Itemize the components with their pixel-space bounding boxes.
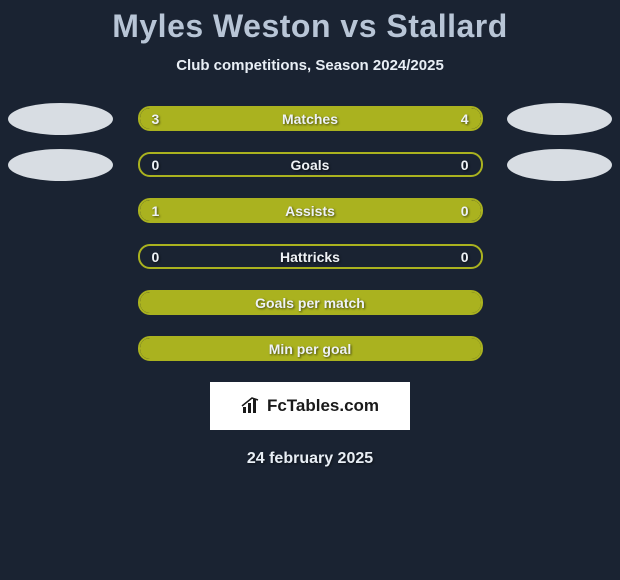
stat-rows: 34Matches 00Goals 10Assists 00Hattricks Goal… bbox=[0, 106, 620, 361]
logo-text: FcTables.com bbox=[267, 396, 379, 416]
player-left-marker bbox=[8, 149, 113, 181]
stat-row: Goals per match bbox=[0, 290, 620, 315]
stat-row: 00Hattricks bbox=[0, 244, 620, 269]
player-left-marker bbox=[8, 103, 113, 135]
stat-row: Min per goal bbox=[0, 336, 620, 361]
fctables-logo: FcTables.com bbox=[210, 382, 410, 430]
chart-icon bbox=[241, 397, 261, 415]
stat-bar: 00Hattricks bbox=[138, 244, 483, 269]
comparison-title: Myles Weston vs Stallard bbox=[0, 8, 620, 45]
stat-label: Goals bbox=[140, 157, 481, 173]
stat-bar: Min per goal bbox=[138, 336, 483, 361]
stat-label: Goals per match bbox=[140, 295, 481, 311]
stat-bar: Goals per match bbox=[138, 290, 483, 315]
stat-bar: 34Matches bbox=[138, 106, 483, 131]
stat-label: Matches bbox=[140, 111, 481, 127]
stat-label: Assists bbox=[140, 203, 481, 219]
stat-label: Hattricks bbox=[140, 249, 481, 265]
stat-label: Min per goal bbox=[140, 341, 481, 357]
player-right-marker bbox=[507, 103, 612, 135]
comparison-subtitle: Club competitions, Season 2024/2025 bbox=[0, 57, 620, 74]
snapshot-date: 24 february 2025 bbox=[0, 450, 620, 468]
stat-row: 10Assists bbox=[0, 198, 620, 223]
stat-bar: 10Assists bbox=[138, 198, 483, 223]
player-right-marker bbox=[507, 149, 612, 181]
stat-bar: 00Goals bbox=[138, 152, 483, 177]
stat-row: 00Goals bbox=[0, 152, 620, 177]
stat-row: 34Matches bbox=[0, 106, 620, 131]
